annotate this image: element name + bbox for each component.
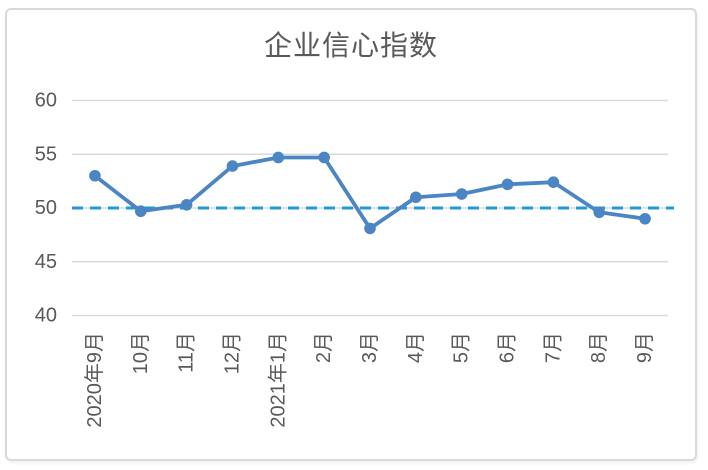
y-axis-tick-label: 55	[35, 143, 57, 165]
y-axis-tick-label: 45	[35, 251, 57, 273]
data-point-marker	[226, 160, 239, 172]
x-axis-tick-label: 2020年9月	[83, 332, 106, 428]
x-axis-tick-label: 2月	[313, 332, 335, 363]
x-axis-tick-label: 9月	[634, 332, 656, 363]
data-point-marker	[455, 188, 468, 200]
data-point-marker	[593, 206, 606, 219]
y-axis-tick-label: 50	[35, 197, 57, 219]
chart-frame: 企业信心指数	[5, 8, 697, 461]
x-axis-tick-label: 8月	[588, 332, 610, 363]
x-axis-tick-label: 6月	[497, 332, 519, 363]
y-axis-tick-label: 60	[35, 90, 57, 112]
data-point-marker	[318, 151, 330, 164]
data-point-marker	[547, 176, 560, 188]
data-point-marker	[501, 178, 514, 191]
x-axis-tick-label: 3月	[359, 332, 381, 363]
x-axis-tick-label: 2021年1月	[266, 332, 289, 428]
data-point-marker	[410, 191, 422, 204]
x-axis-tick-label: 10月	[130, 332, 152, 374]
series-line	[93, 155, 647, 231]
x-axis-tick-label: 5月	[451, 332, 473, 363]
x-axis-tick-label: 12月	[221, 332, 243, 374]
data-point-marker	[364, 222, 376, 235]
data-point-marker	[89, 169, 101, 182]
x-axis-tick-label: 4月	[405, 332, 427, 363]
data-point-marker	[272, 151, 285, 164]
x-axis-tick-label: 7月	[542, 332, 564, 363]
chart-title: 企业信心指数	[263, 30, 438, 61]
data-point-marker	[180, 198, 193, 211]
x-axis-tick-label: 11月	[176, 332, 198, 373]
data-point-marker	[134, 205, 147, 218]
data-point-marker	[639, 212, 651, 225]
y-axis-tick-label: 40	[35, 305, 57, 327]
